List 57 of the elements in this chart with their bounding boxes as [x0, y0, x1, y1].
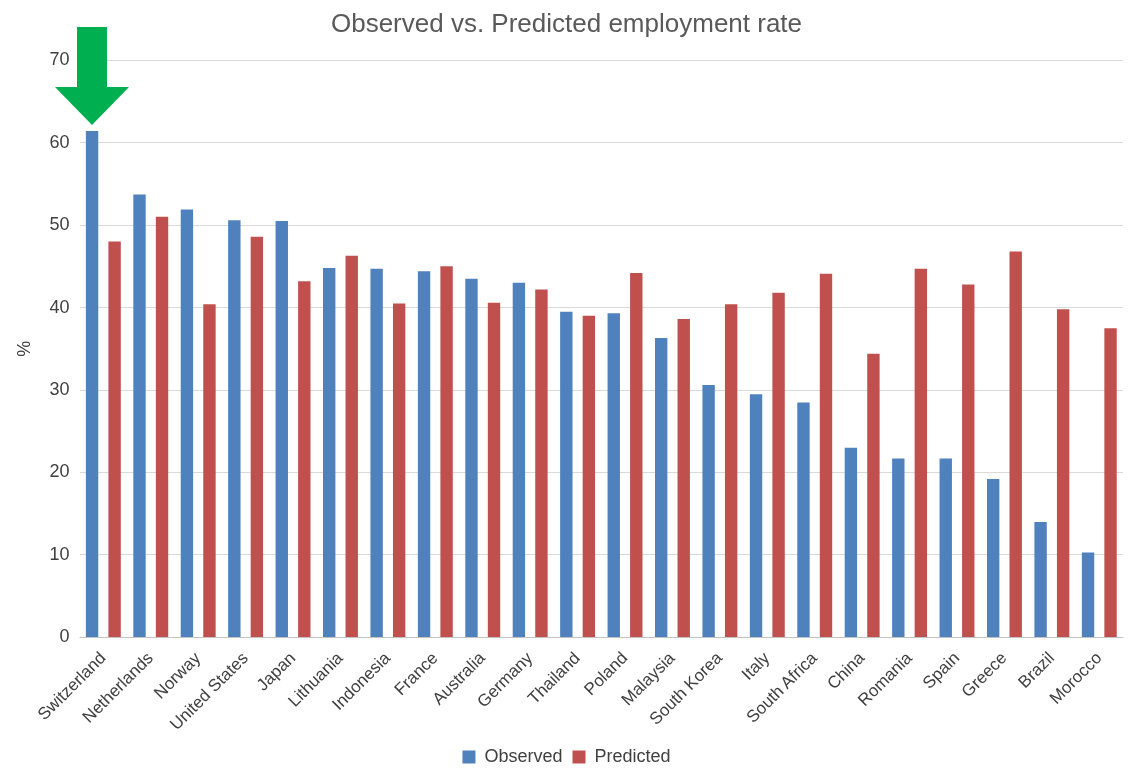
legend-label: Predicted [594, 745, 671, 766]
bar [228, 220, 241, 637]
y-tick-label: 20 [49, 461, 70, 482]
legend-label: Observed [484, 745, 563, 766]
bar [180, 209, 194, 637]
bar [702, 385, 715, 637]
bar [440, 266, 453, 637]
y-tick-label: 50 [49, 214, 70, 235]
bar [370, 268, 383, 637]
y-tick-label: 10 [49, 543, 70, 564]
bar [582, 315, 596, 637]
bar [512, 282, 526, 637]
bar [892, 458, 905, 637]
bar [1104, 328, 1117, 637]
bar [749, 394, 763, 637]
y-tick-label: 40 [49, 296, 70, 317]
bar [417, 271, 431, 637]
bar [345, 255, 358, 637]
y-tick-label: 30 [49, 379, 70, 399]
bar [392, 303, 406, 637]
bar [607, 313, 620, 637]
bar [1034, 521, 1047, 637]
bar [986, 479, 1000, 637]
bar [654, 338, 668, 637]
bar [108, 241, 121, 637]
bar [1009, 251, 1022, 637]
bar [772, 292, 785, 637]
bar [250, 236, 264, 637]
bar [1056, 309, 1070, 637]
bar [465, 278, 478, 637]
bar [797, 402, 810, 637]
bar [275, 220, 288, 637]
bar [819, 273, 833, 637]
bar [203, 304, 216, 637]
bar [677, 319, 690, 637]
bar [630, 272, 643, 637]
bar [133, 194, 146, 637]
y-tick-label: 70 [49, 49, 70, 70]
bar [844, 447, 858, 637]
y-tick-label: 60 [49, 131, 70, 152]
bar [1081, 552, 1095, 637]
bar [298, 281, 311, 637]
bar [487, 302, 501, 637]
bar [155, 216, 169, 637]
bar [939, 458, 952, 637]
x-tick-label: Italy [737, 647, 774, 684]
chart-title: Observed vs. Predicted employment rate [330, 7, 803, 38]
y-axis-title: % [13, 340, 34, 357]
bar [914, 268, 928, 637]
bar [962, 284, 975, 637]
bar [535, 289, 548, 637]
bar [560, 311, 573, 637]
bar [323, 268, 336, 637]
y-tick-label: 0 [59, 626, 70, 647]
bar [85, 131, 99, 637]
bar [724, 304, 738, 637]
bar [867, 353, 880, 637]
